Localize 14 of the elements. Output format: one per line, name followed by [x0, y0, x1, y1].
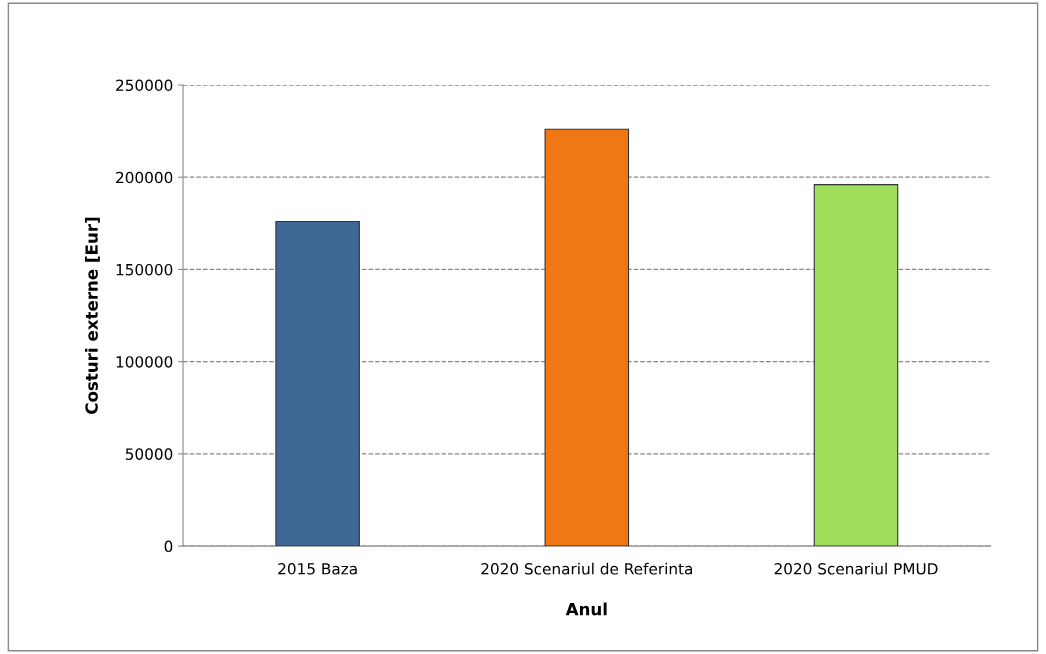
y-tick-label: 100000	[116, 356, 173, 368]
y-tick-label: 0	[164, 540, 173, 553]
bar	[813, 184, 899, 547]
x-axis-title: Anul	[565, 602, 607, 616]
y-tick-label: 50000	[125, 448, 173, 460]
y-tick-label: 250000	[116, 79, 173, 92]
y-axis-title: Costuri externe [Eur]	[84, 217, 100, 414]
y-tick-label: 150000	[116, 263, 173, 276]
y-tick-label: 200000	[116, 171, 173, 184]
x-tick-label: 2020 Scenariul de Referinta	[481, 562, 693, 575]
x-tick-label: 2015 Baza	[278, 563, 357, 575]
bar	[275, 220, 360, 547]
bar	[544, 128, 630, 547]
x-tick-label: 2020 Scenariul PMUD	[774, 562, 938, 575]
